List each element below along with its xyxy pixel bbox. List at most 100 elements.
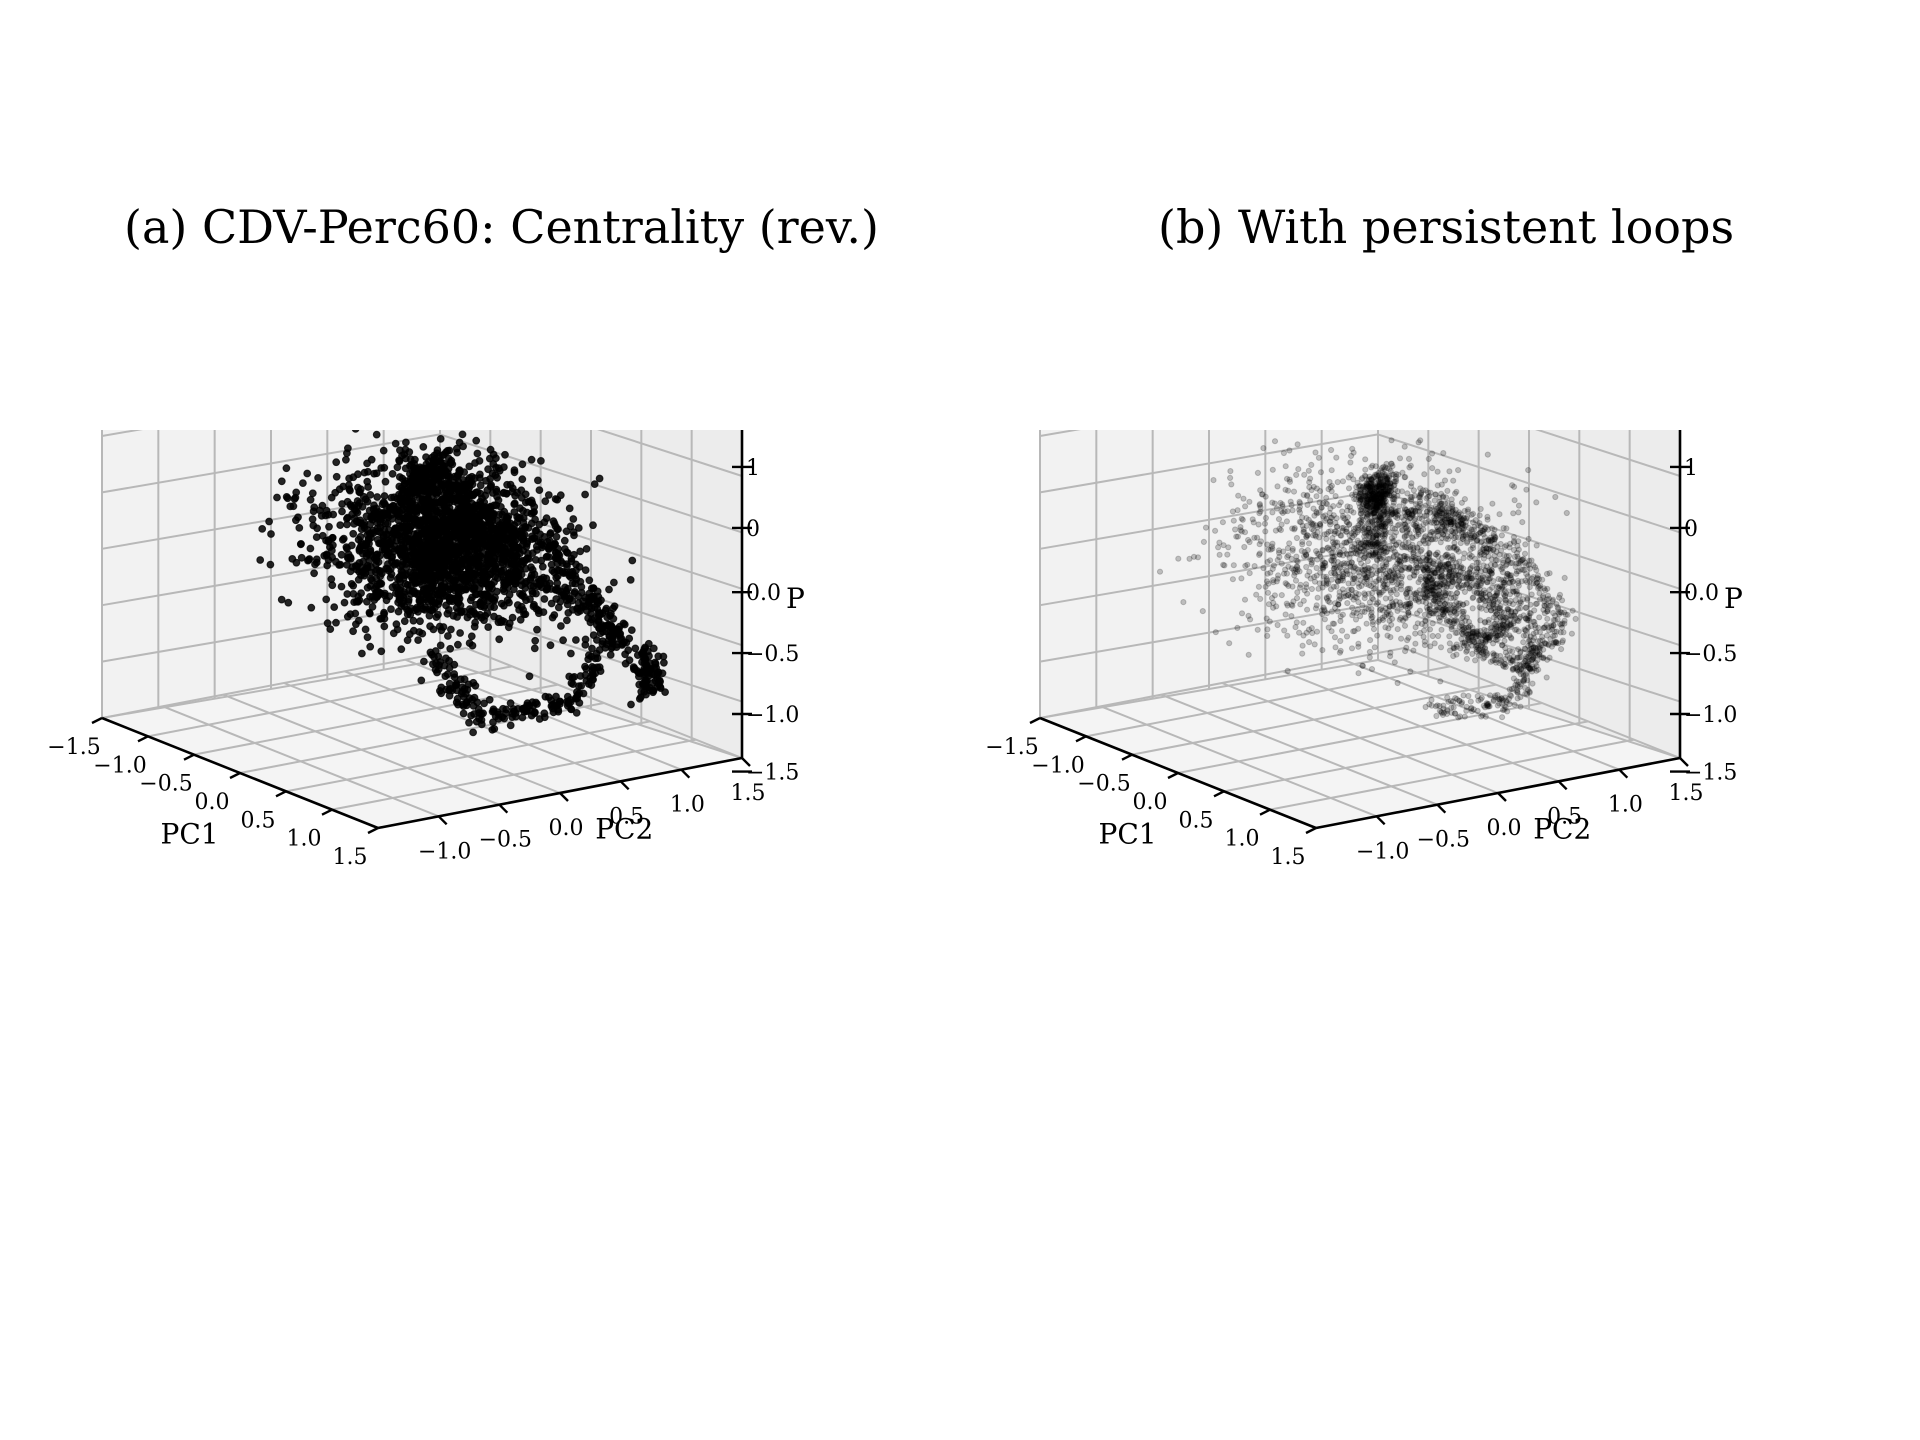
panel-a-point — [484, 555, 493, 564]
panel-b-point — [1345, 586, 1352, 594]
panel-b-point — [1212, 629, 1219, 636]
panel-b-point — [1362, 574, 1369, 581]
panel-a-point — [435, 452, 443, 461]
panel-b-point — [1418, 515, 1426, 523]
panel-b-point — [1429, 450, 1436, 457]
panel-b-point — [1307, 475, 1314, 482]
panel-a-point — [445, 555, 453, 564]
panel-a-point — [455, 594, 464, 603]
panel-a-z-tick-label: −1.5 — [746, 761, 799, 786]
panel-b-point — [1403, 544, 1410, 551]
panel-b-point — [1256, 550, 1263, 557]
panel-a-point — [517, 602, 526, 611]
panel-b-point — [1426, 551, 1433, 558]
panel-b-point — [1523, 486, 1530, 493]
panel-b-point — [1360, 578, 1368, 585]
panel-b-point — [1388, 577, 1395, 584]
panel-b-point — [1334, 479, 1341, 486]
panel-a-point — [450, 670, 459, 678]
panel-a-point — [393, 625, 402, 634]
panel-a-point — [447, 481, 456, 490]
panel-b-point — [1265, 601, 1273, 608]
panel-b-point — [1331, 565, 1338, 572]
panel-a-point — [465, 718, 473, 727]
panel-a-point — [630, 664, 639, 673]
panel-b-point — [1269, 565, 1276, 572]
panel-b-point — [1307, 497, 1314, 504]
panel-b-point — [1331, 563, 1339, 571]
panel-b-point — [1366, 599, 1373, 606]
panel-b-pc2-tick — [1557, 780, 1568, 791]
panel-a-point — [470, 693, 479, 702]
panel-b-point — [1386, 567, 1393, 575]
panel-b-point — [1325, 528, 1332, 535]
panel-b-point — [1384, 574, 1391, 581]
panel-b-point — [1403, 591, 1410, 598]
panel-b-point — [1318, 504, 1325, 511]
panel-b-point — [1369, 524, 1376, 531]
panel-b-point — [1412, 500, 1419, 508]
panel-a-point — [490, 725, 499, 733]
panel-b-point — [1358, 545, 1365, 552]
panel-b-point — [1241, 596, 1249, 603]
panel-b-point — [1441, 612, 1448, 619]
panel-b-point — [1422, 540, 1429, 547]
panel-b-point — [1345, 580, 1352, 587]
panel-b-point — [1475, 530, 1482, 538]
panel-b-point — [1365, 606, 1372, 613]
panel-b-pc2-tick-label: 1.5 — [1669, 781, 1704, 806]
panel-b-point — [1434, 482, 1441, 489]
panel-a-point — [422, 453, 430, 462]
panel-a-point — [499, 585, 508, 594]
panel-b-point — [1343, 550, 1350, 557]
panel-a-point — [277, 595, 286, 604]
panel-a-point — [458, 430, 467, 439]
panel-b-point — [1423, 594, 1430, 601]
panel-b-point — [1496, 511, 1503, 518]
panel-b-point — [1442, 527, 1449, 535]
panel-b-point — [1275, 516, 1283, 523]
panel-b-point — [1377, 515, 1385, 523]
panel-b-point — [1389, 508, 1396, 515]
panel-a-pc2-tick-label: 1.0 — [670, 793, 705, 818]
panel-b-point — [1378, 521, 1385, 528]
panel-b-point — [1441, 526, 1448, 533]
panel-b-point — [1366, 648, 1373, 656]
panel-a-pc1-tick — [137, 735, 149, 743]
panel-a-point — [358, 502, 367, 511]
panel-b-point — [1344, 600, 1351, 607]
panel-b-point — [1312, 449, 1319, 456]
panel-b-point — [1483, 545, 1490, 552]
panel-b-point — [1298, 547, 1305, 555]
panel-b-point — [1401, 557, 1408, 564]
panel-b-point — [1401, 533, 1408, 540]
panel-b-point — [1374, 502, 1381, 509]
panel-b-point — [1410, 547, 1417, 554]
panel-b-point — [1275, 549, 1283, 556]
panel-a-point — [450, 524, 459, 533]
panel-b-point — [1401, 474, 1408, 481]
panel-b-point — [1493, 616, 1500, 623]
panel-b-point — [1364, 574, 1371, 581]
panel-a-z-tick-label: −0.5 — [746, 642, 799, 667]
panel-b-point — [1362, 566, 1369, 573]
panel-b-point — [1417, 629, 1424, 637]
panel-b-point — [1336, 596, 1343, 604]
panel-b-point — [1291, 525, 1298, 532]
panel-b-point — [1490, 578, 1497, 585]
panel-b-point — [1453, 590, 1461, 597]
panel-b-point — [1406, 585, 1413, 592]
panel-b-point — [1256, 501, 1263, 508]
panel-b-point — [1264, 570, 1271, 577]
panel-a-point — [446, 644, 455, 653]
panel-b-point — [1347, 459, 1354, 466]
panel-a-point — [332, 472, 341, 481]
panel-a-point — [403, 605, 412, 614]
panel-b-point — [1401, 601, 1408, 609]
panel-b-point — [1259, 491, 1266, 498]
panel-b-point — [1355, 569, 1362, 576]
panel-b-point — [1460, 525, 1467, 532]
panel-b-point — [1310, 483, 1317, 490]
panel-b-point — [1397, 566, 1404, 573]
panel-a-point — [516, 615, 525, 624]
